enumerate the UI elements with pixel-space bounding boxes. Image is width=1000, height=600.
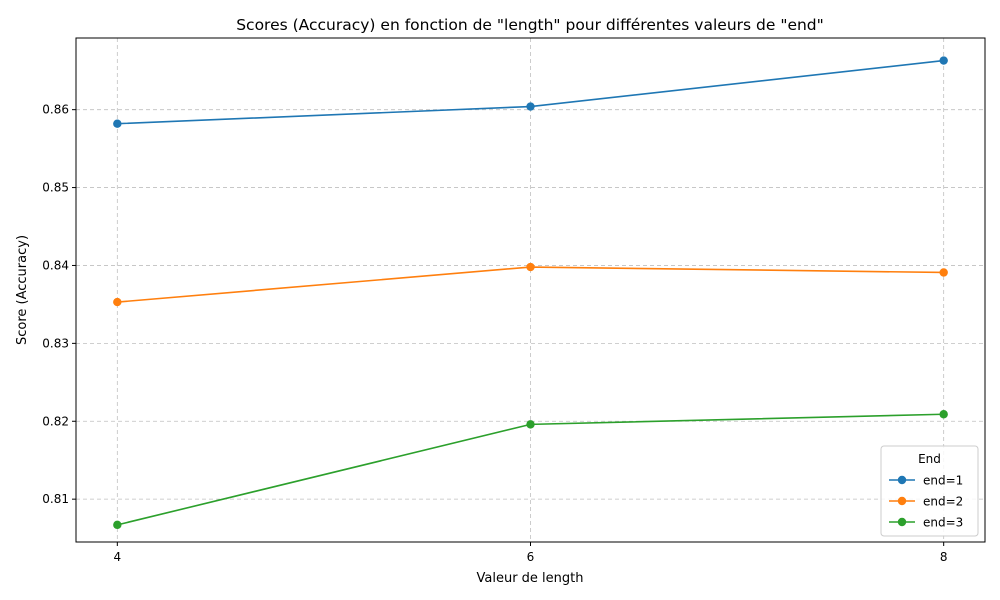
x-tick-label: 8 <box>940 550 948 564</box>
data-point-end-1 <box>526 102 535 111</box>
data-point-end-1 <box>113 119 122 128</box>
y-tick-label: 0.85 <box>42 181 69 195</box>
x-tick-label: 4 <box>113 550 121 564</box>
data-point-end-2 <box>939 268 948 277</box>
axis-layer: 4 6 8 0.81 0.82 0.83 0.84 0.85 0.86 <box>42 103 947 564</box>
x-tick-label: 6 <box>527 550 535 564</box>
series-line-end-1 <box>117 59 944 125</box>
data-point-end-3 <box>526 420 535 429</box>
legend: End end=1 end=2 end=3 <box>880 445 979 537</box>
chart-title: Scores (Accuracy) en fonction de "length… <box>236 16 824 34</box>
grid-layer <box>76 38 985 542</box>
legend-box <box>880 445 979 537</box>
legend-entry-label: end=3 <box>923 516 963 530</box>
data-point-end-2 <box>113 297 122 307</box>
y-tick-label: 0.84 <box>42 258 69 272</box>
legend-swatch-marker <box>897 475 907 485</box>
legend-title: End <box>918 452 941 466</box>
legend-entry-label: end=2 <box>923 495 963 509</box>
legend-swatch-marker <box>897 517 907 527</box>
y-tick-label: 0.83 <box>42 336 69 350</box>
data-point-end-2 <box>526 262 535 272</box>
data-point-end-3 <box>113 520 122 530</box>
y-tick-label: 0.86 <box>42 103 69 117</box>
legend-swatch-marker <box>897 496 907 506</box>
legend-entry-label: end=1 <box>923 474 963 488</box>
y-tick-label: 0.82 <box>42 414 69 428</box>
x-axis-label: Valeur de length <box>477 571 584 586</box>
y-tick-label: 0.81 <box>42 492 69 506</box>
data-point-end-1 <box>939 56 948 65</box>
data-point-end-3 <box>939 410 948 419</box>
y-axis-label: Score (Accuracy) <box>15 235 30 345</box>
series-layer <box>113 56 948 530</box>
